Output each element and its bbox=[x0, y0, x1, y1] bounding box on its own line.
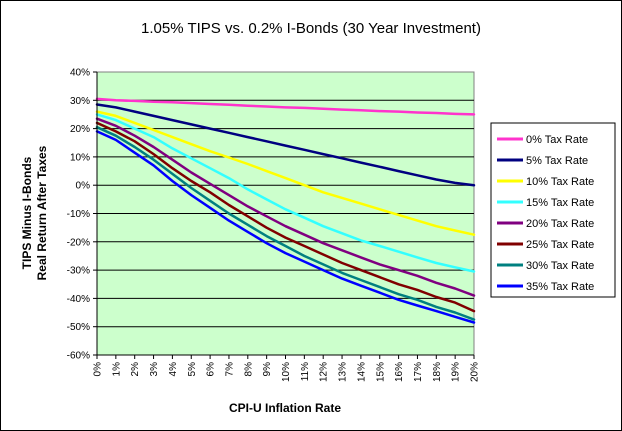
legend-entry: 35% Tax Rate bbox=[526, 281, 594, 293]
x-tick-label: 15% bbox=[375, 362, 386, 382]
x-tick-label: 6% bbox=[206, 362, 217, 377]
series-line bbox=[95, 97, 476, 116]
series-line bbox=[95, 130, 476, 324]
y-tick-label: -40% bbox=[67, 294, 90, 305]
y-tick-label: 20% bbox=[70, 124, 90, 135]
x-tick-label: 1% bbox=[111, 362, 122, 377]
legend-entry: 10% Tax Rate bbox=[526, 176, 594, 188]
x-axis-title: CPI-U Inflation Rate bbox=[229, 401, 341, 415]
legend-entry: 5% Tax Rate bbox=[526, 155, 588, 167]
series-lines bbox=[95, 97, 476, 324]
legend-box bbox=[490, 122, 616, 298]
y-tick-label: 40% bbox=[70, 68, 90, 79]
x-tick-label: 8% bbox=[243, 362, 254, 377]
y-tick-label: -10% bbox=[67, 209, 90, 220]
y-axis-title-line1: TIPS Minus I-Bonds bbox=[20, 156, 34, 269]
y-axis-ticks: -60% -50% -40% -30% -20% -10% 0% 10% 20% 30% 40% bbox=[67, 68, 97, 362]
x-tick-label: 9% bbox=[262, 362, 273, 377]
x-tick-label: 0% bbox=[93, 362, 104, 377]
x-tick-label: 17% bbox=[413, 362, 424, 382]
series-line bbox=[95, 113, 476, 273]
y-tick-label: -30% bbox=[67, 266, 90, 277]
x-tick-label: 13% bbox=[338, 362, 349, 382]
x-tick-label: 11% bbox=[300, 362, 311, 381]
x-tick-label: 20% bbox=[470, 362, 481, 382]
x-tick-label: 4% bbox=[168, 362, 179, 377]
x-tick-label: 7% bbox=[224, 362, 235, 377]
x-tick-label: 3% bbox=[149, 362, 160, 377]
series-line bbox=[95, 117, 476, 297]
legend-entry: 20% Tax Rate bbox=[526, 218, 594, 230]
legend-entry: 0% Tax Rate bbox=[526, 134, 588, 146]
y-tick-label: 30% bbox=[70, 96, 90, 107]
legend-entry: 30% Tax Rate bbox=[526, 260, 594, 272]
x-tick-label: 18% bbox=[432, 362, 443, 382]
y-tick-label: 10% bbox=[70, 152, 90, 163]
x-tick-label: 5% bbox=[187, 362, 198, 377]
x-axis-ticks: 0% 1% 2% 3% 4% 5% 6% 7% 8% 9% 10% 11% 12% 13% 14% 15% 16… bbox=[93, 355, 481, 382]
x-tick-label: 16% bbox=[394, 362, 405, 382]
x-tick-label: 14% bbox=[356, 362, 367, 382]
series-line bbox=[95, 125, 476, 321]
series-line bbox=[95, 110, 476, 236]
y-axis-title-line2: Real Return After Taxes bbox=[35, 145, 49, 280]
y-tick-label: 0% bbox=[76, 181, 91, 192]
x-tick-label: 2% bbox=[130, 362, 141, 377]
series-line bbox=[95, 103, 476, 187]
y-tick-label: -20% bbox=[67, 237, 90, 248]
series-line bbox=[95, 121, 476, 313]
y-tick-label: -50% bbox=[67, 322, 90, 333]
legend: 0% Tax Rate 5% Tax Rate 10% Tax Rate 15% Ta… bbox=[490, 122, 616, 298]
x-tick-label: 19% bbox=[451, 362, 462, 382]
gridlines bbox=[97, 99, 474, 328]
y-tick-label: -60% bbox=[67, 351, 90, 362]
chart-title: 1.05% TIPS vs. 0.2% I-Bonds (30 Year Inv… bbox=[141, 20, 481, 37]
legend-entry: 25% Tax Rate bbox=[526, 239, 594, 251]
legend-entry: 15% Tax Rate bbox=[526, 197, 594, 209]
x-tick-label: 12% bbox=[319, 362, 330, 382]
x-tick-label: 10% bbox=[281, 362, 292, 382]
